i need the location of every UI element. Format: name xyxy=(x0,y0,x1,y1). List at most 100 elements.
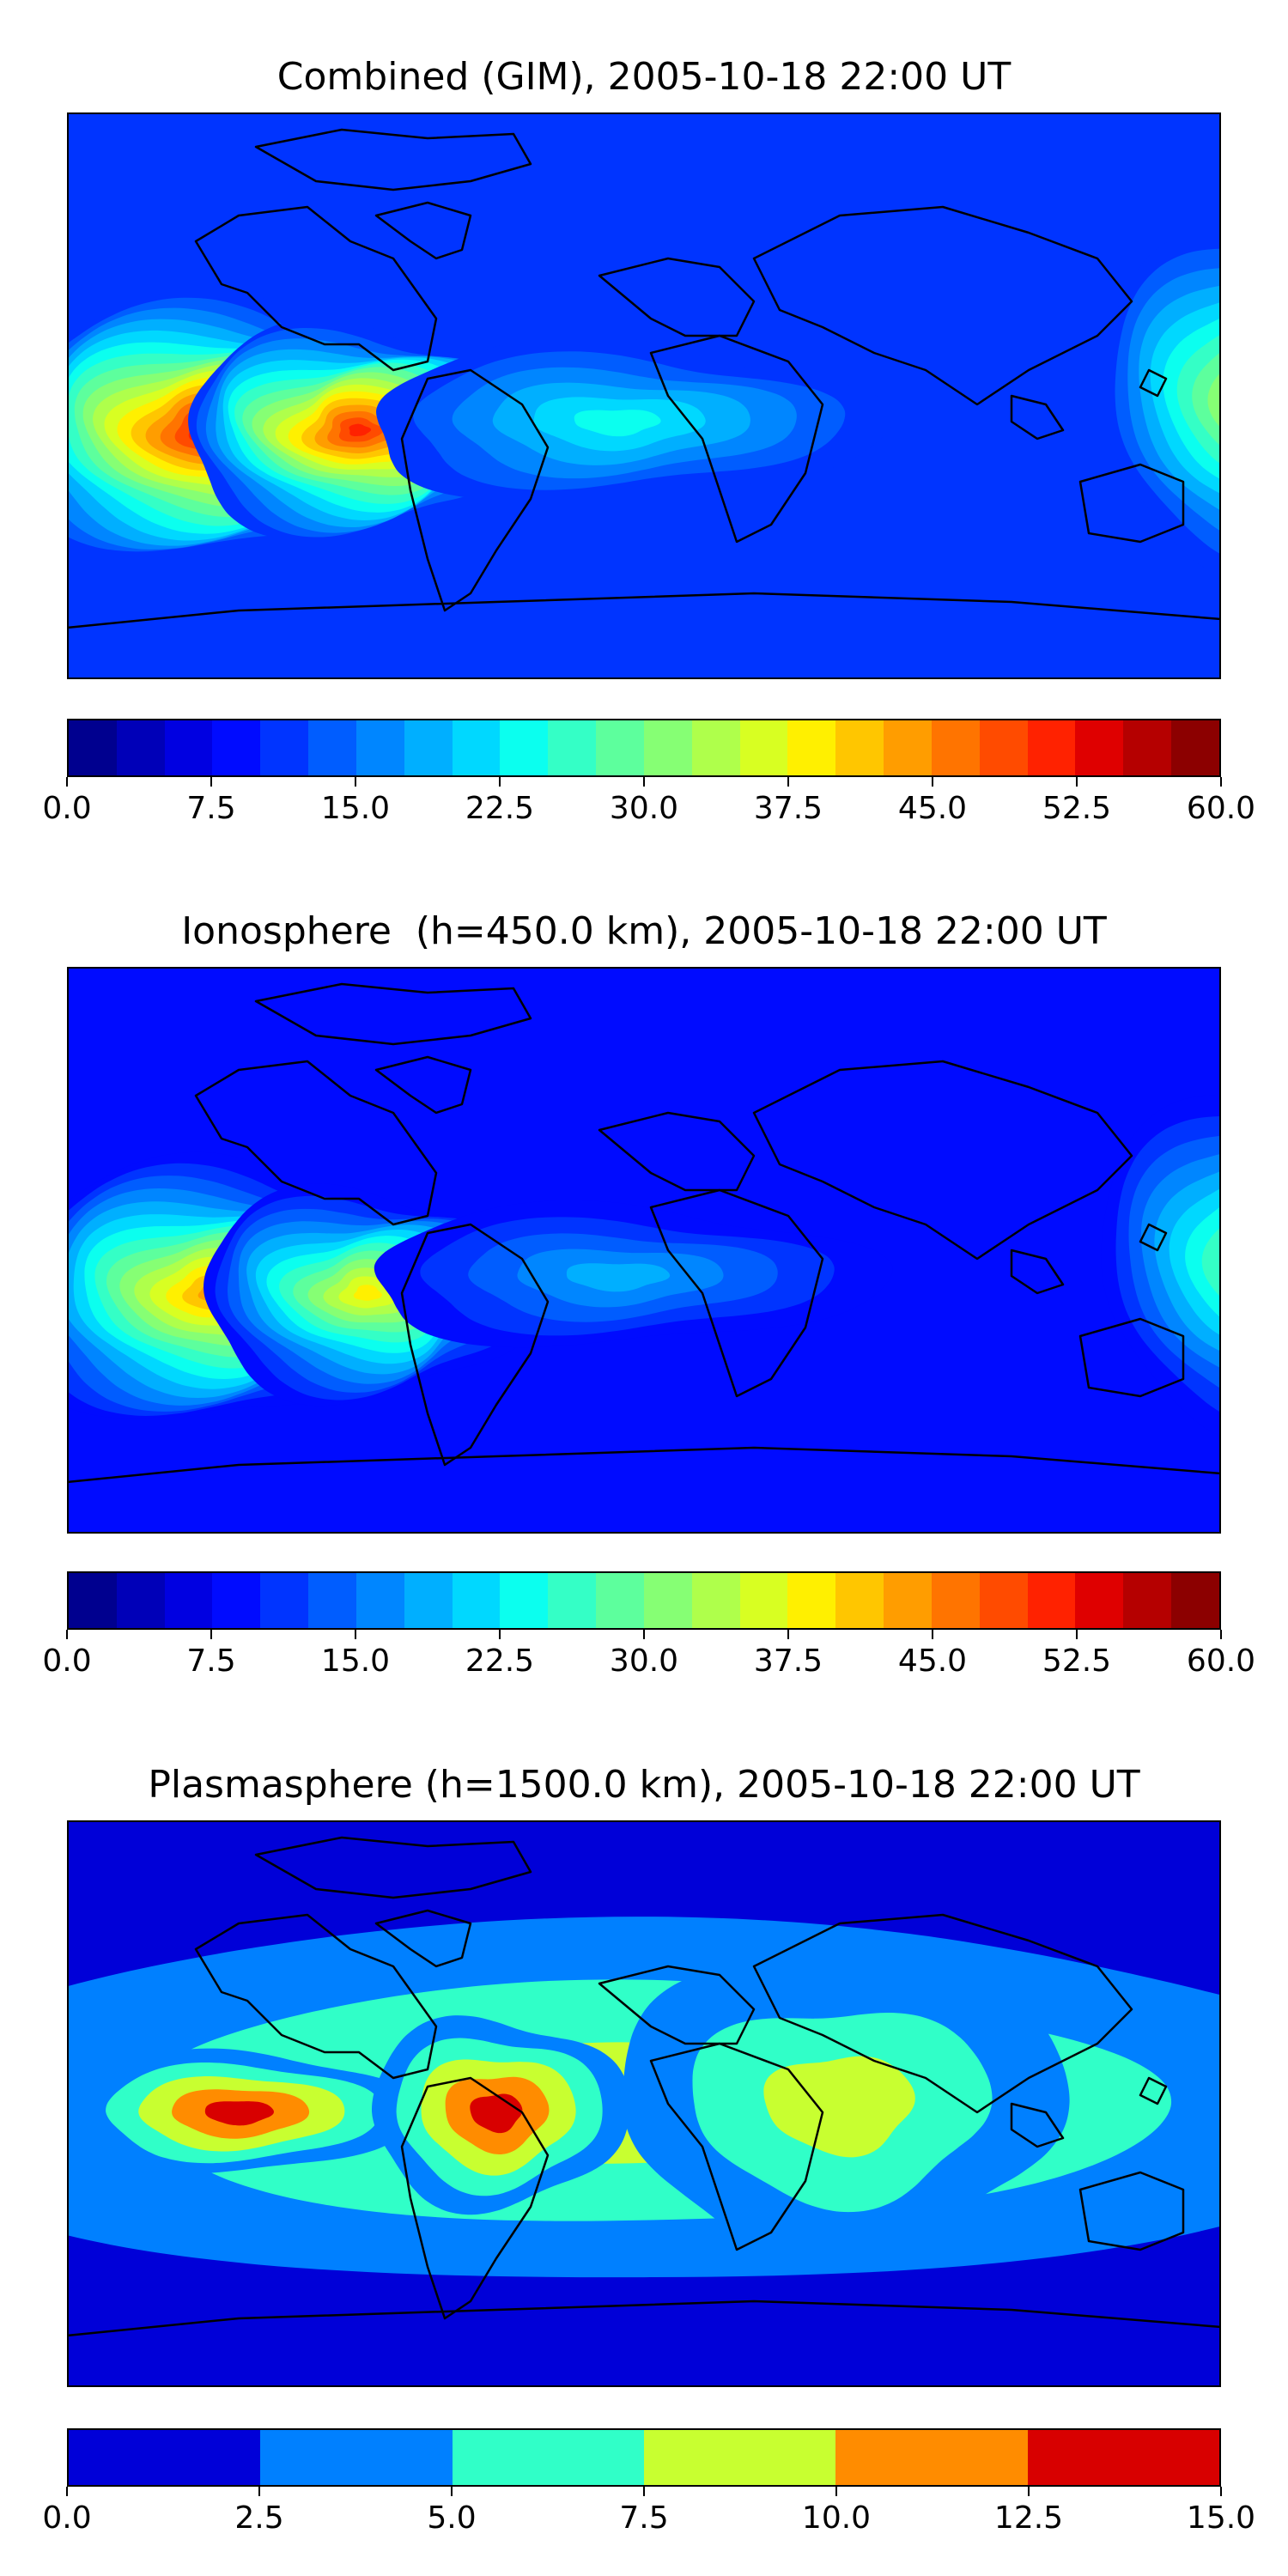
colorbar-ticks-ionosphere: 0.0 7.5 15.0 22.5 30.0 37.5 45.0 52.5 60.0 xyxy=(42,1630,1255,1679)
coastline xyxy=(1078,1317,1185,1398)
map-title-plasmasphere: Plasmasphere (h=1500.0 km), 2005-10-18 2… xyxy=(148,1763,1140,1807)
coastline xyxy=(400,2076,550,2320)
contour-band xyxy=(349,423,372,437)
coastline xyxy=(649,1188,824,1398)
colorbar-tick-label: 52.5 xyxy=(1042,1643,1112,1679)
colorbar-level-9 xyxy=(500,720,549,775)
colorbar-level-5 xyxy=(308,1573,356,1628)
colorbar-level-3 xyxy=(643,2430,836,2485)
field-feature-2 xyxy=(1101,1095,1221,1437)
colorbar-level-22 xyxy=(1123,720,1172,775)
colorbar-level-5 xyxy=(1027,2430,1219,2485)
colorbar-level-12 xyxy=(643,720,692,775)
coastline xyxy=(194,205,438,372)
colorbar-tick-label: 37.5 xyxy=(753,1643,823,1679)
field-feature-3 xyxy=(376,335,895,501)
colorbar-level-23 xyxy=(1171,1573,1219,1628)
colorbar-level-6 xyxy=(355,1573,404,1628)
field-feature-2 xyxy=(1101,228,1221,576)
coastline xyxy=(67,1446,1221,1534)
contour-band xyxy=(353,1285,382,1301)
colorbar-tick-label: 60.0 xyxy=(1186,791,1256,826)
colorbar-tick-mark xyxy=(210,1630,212,1639)
coastline xyxy=(649,2042,824,2251)
colorbar-level-3 xyxy=(212,720,261,775)
colorbar-level-22 xyxy=(1123,1573,1172,1628)
colorbar-level-14 xyxy=(739,1573,788,1628)
coastline xyxy=(194,1060,438,1226)
colorbar-level-16 xyxy=(835,720,884,775)
colorbar-level-20 xyxy=(1027,720,1076,775)
colorbar-tick-mark xyxy=(355,777,356,787)
colorbar-level-13 xyxy=(691,720,740,775)
colorbar-level-14 xyxy=(739,720,788,775)
coastline xyxy=(67,592,1221,679)
colorbar-tick-mark xyxy=(258,2487,260,2496)
colorbar-tick-mark xyxy=(1220,2487,1222,2496)
coastline xyxy=(1078,2171,1185,2251)
coastline xyxy=(374,201,472,260)
colorbar-tick-mark xyxy=(451,2487,453,2496)
colorbar-level-1 xyxy=(116,720,165,775)
colorbar-level-2 xyxy=(164,720,213,775)
colorbar-tick-mark xyxy=(1076,1630,1078,1639)
colorbar-ionosphere xyxy=(67,1571,1221,1630)
colorbar-level-11 xyxy=(596,1573,644,1628)
colorbar-tick-mark xyxy=(643,1630,645,1639)
colorbar-combined xyxy=(67,719,1221,777)
colorbar-level-16 xyxy=(835,1573,884,1628)
colorbar-level-10 xyxy=(548,720,597,775)
coastline xyxy=(400,368,550,612)
colorbar-level-1 xyxy=(116,1573,165,1628)
contour-band xyxy=(763,2056,915,2158)
colorbar-level-6 xyxy=(355,720,404,775)
contour-band xyxy=(1201,1226,1221,1297)
colorbar-tick-label: 7.5 xyxy=(619,2500,669,2536)
map-title-combined: Combined (GIM), 2005-10-18 22:00 UT xyxy=(276,55,1012,99)
coastline xyxy=(67,2300,1221,2387)
colorbar-tick-mark xyxy=(1220,1630,1222,1639)
colorbar-tick-label: 0.0 xyxy=(42,2500,92,2536)
coastline xyxy=(598,257,756,337)
colorbar-level-7 xyxy=(404,1573,453,1628)
colorbar-tick-mark xyxy=(499,777,501,787)
coastline xyxy=(752,1913,1133,2114)
colorbar-tick-label: 15.0 xyxy=(320,791,391,826)
colorbar-level-15 xyxy=(787,720,836,775)
coastline xyxy=(254,982,532,1046)
coastline xyxy=(374,1909,472,1968)
coastline xyxy=(1010,2102,1065,2148)
colorbar-tick-label: 52.5 xyxy=(1042,791,1112,826)
colorbar-level-21 xyxy=(1075,720,1124,775)
colorbar-tick-label: 0.0 xyxy=(42,1643,92,1679)
colorbar-tick-mark xyxy=(643,777,645,787)
colorbar-level-13 xyxy=(691,1573,740,1628)
coastline xyxy=(1139,1223,1168,1252)
colorbar-plasmasphere xyxy=(67,2428,1221,2487)
colorbar-level-9 xyxy=(500,1573,549,1628)
field-feature-1 xyxy=(74,2048,419,2174)
colorbar-tick-label: 0.0 xyxy=(42,791,92,826)
colorbar-tick-mark xyxy=(210,777,212,787)
colorbar-tick-mark xyxy=(932,1630,933,1639)
colorbar-level-18 xyxy=(931,720,980,775)
coastlines xyxy=(67,128,1221,679)
colorbar-level-0 xyxy=(69,1573,117,1628)
coastline xyxy=(254,1836,532,1899)
coastline xyxy=(254,128,532,191)
colorbar-tick-mark xyxy=(835,2487,837,2496)
contour-band xyxy=(574,410,661,437)
colorbar-tick-mark xyxy=(499,1630,501,1639)
coastline xyxy=(598,1965,756,2045)
colorbar-tick-mark xyxy=(787,777,789,787)
colorbar-tick-label: 10.0 xyxy=(801,2500,872,2536)
colorbar-level-15 xyxy=(787,1573,836,1628)
contour-band xyxy=(204,2101,274,2126)
field-feature-2 xyxy=(371,2015,630,2215)
coastline xyxy=(752,205,1133,406)
colorbar-level-3 xyxy=(212,1573,261,1628)
coastline xyxy=(1139,368,1168,398)
map-title-ionosphere: Ionosphere (h=450.0 km), 2005-10-18 22:0… xyxy=(181,909,1107,953)
colorbar-level-0 xyxy=(69,720,117,775)
colorbar-level-10 xyxy=(548,1573,597,1628)
